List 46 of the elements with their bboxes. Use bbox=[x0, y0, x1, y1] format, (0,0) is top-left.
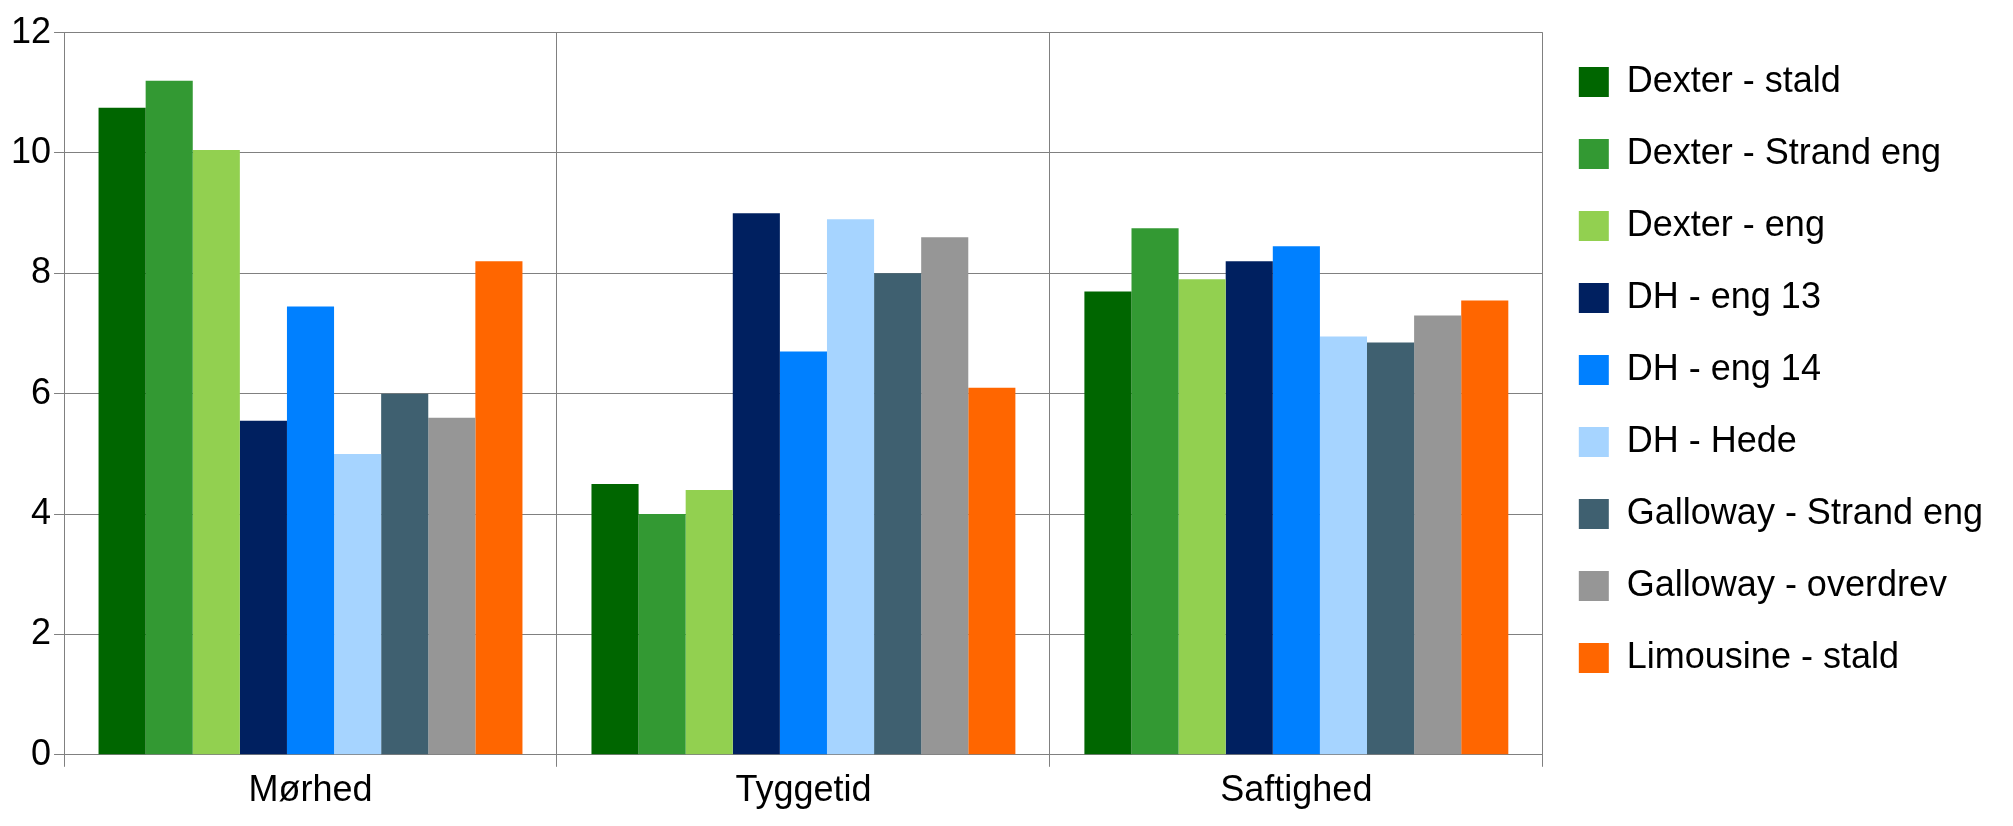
bar bbox=[98, 107, 146, 755]
bar bbox=[1178, 279, 1226, 755]
bar bbox=[1272, 246, 1320, 755]
legend-label: Galloway - overdrev bbox=[1626, 562, 1947, 604]
bar bbox=[1367, 342, 1415, 755]
bar bbox=[968, 387, 1016, 755]
legend-label: Dexter - Strand eng bbox=[1626, 130, 1941, 172]
y-tick-label: 10 bbox=[11, 129, 52, 171]
bar bbox=[428, 417, 476, 755]
bar bbox=[921, 237, 969, 755]
y-tick-label: 8 bbox=[31, 250, 52, 292]
bar bbox=[381, 393, 429, 755]
bar bbox=[685, 489, 733, 755]
bar bbox=[192, 149, 240, 755]
legend-label: Dexter - stald bbox=[1626, 58, 1841, 100]
bar bbox=[1319, 336, 1368, 755]
y-tick-label: 2 bbox=[31, 611, 52, 653]
bar bbox=[1461, 300, 1509, 755]
x-tick-label: Mørhed bbox=[248, 768, 373, 810]
y-tick-label: 0 bbox=[31, 731, 52, 773]
bar bbox=[239, 420, 287, 755]
y-tick-label: 6 bbox=[31, 370, 52, 412]
bar bbox=[1131, 228, 1179, 755]
bar bbox=[591, 483, 639, 755]
bar bbox=[145, 80, 193, 755]
legend-label: Limousine - stald bbox=[1626, 634, 1899, 676]
legend-label: Galloway - Strand eng bbox=[1626, 490, 1983, 532]
legend-label: Dexter - eng bbox=[1626, 202, 1825, 244]
bar bbox=[475, 261, 523, 755]
bar bbox=[638, 514, 686, 755]
bar bbox=[779, 351, 827, 755]
bar bbox=[286, 306, 335, 755]
legend-label: DH - eng 13 bbox=[1626, 274, 1821, 316]
x-tick-label: Saftighed bbox=[1220, 768, 1373, 810]
bar bbox=[1084, 291, 1132, 755]
bar bbox=[826, 219, 875, 755]
bar bbox=[1225, 261, 1273, 755]
x-tick-label: Tyggetid bbox=[735, 768, 872, 810]
bar bbox=[1414, 315, 1462, 755]
y-tick-label: 4 bbox=[31, 490, 52, 532]
bar bbox=[334, 453, 382, 755]
legend-label: DH - eng 14 bbox=[1626, 346, 1821, 388]
legend-label: DH - Hede bbox=[1626, 418, 1797, 460]
bar bbox=[874, 273, 922, 755]
bar bbox=[732, 213, 780, 755]
y-tick-label: 12 bbox=[11, 9, 52, 51]
